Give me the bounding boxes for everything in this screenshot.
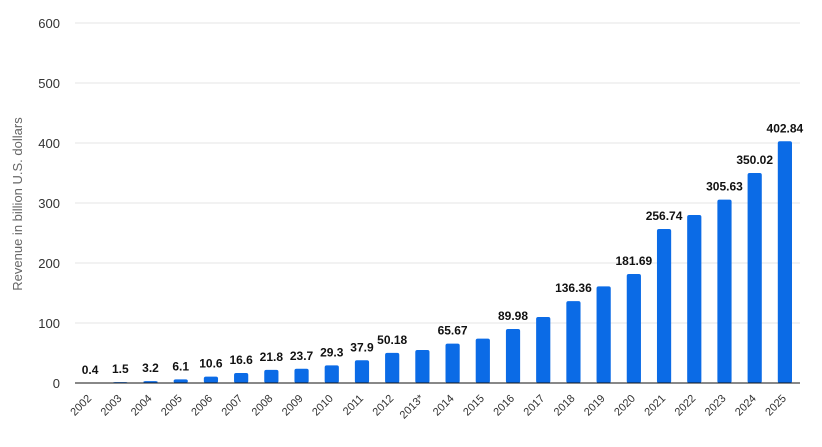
- data-label-2012: 50.18: [377, 333, 407, 347]
- data-label-2010: 29.3: [320, 345, 344, 359]
- bar-2007: [234, 373, 249, 383]
- x-tick-label: 2002: [68, 393, 94, 419]
- x-tick-label: 2011: [341, 393, 366, 418]
- data-label-2025: 402.84: [767, 121, 804, 135]
- bar-2017: [536, 317, 551, 383]
- x-tick-label: 2008: [250, 393, 276, 419]
- data-label-2014: 65.67: [438, 324, 468, 338]
- bar-2018: [566, 301, 581, 383]
- y-tick-label: 0: [53, 376, 60, 391]
- x-tick-label: 2024: [733, 393, 759, 419]
- bar-2008: [264, 369, 279, 383]
- x-tick-label: 2010: [310, 393, 336, 419]
- x-tick-label: 2017: [522, 393, 548, 419]
- bar-2024: [747, 172, 762, 383]
- x-tick-label: 2015: [461, 393, 487, 419]
- x-tick-label: 2007: [219, 393, 245, 419]
- y-axis-label: Revenue in billion U.S. dollars: [10, 117, 25, 291]
- bar-2025: [777, 141, 792, 383]
- data-label-2020: 181.69: [616, 254, 653, 268]
- y-tick-label: 200: [38, 256, 60, 271]
- data-label-2023: 305.63: [706, 180, 743, 194]
- bar-2005: [173, 379, 188, 383]
- y-axis-ticks: 0 100 200 300 400 500 600: [38, 16, 60, 391]
- bar-2014: [445, 343, 460, 383]
- bar-2009: [294, 368, 309, 383]
- x-tick-label: 2023: [703, 393, 729, 419]
- data-label-2006: 10.6: [199, 357, 223, 371]
- data-label-2004: 3.2: [142, 361, 159, 375]
- x-tick-label: 2019: [582, 393, 608, 419]
- x-tick-label: 2003: [99, 393, 125, 419]
- x-tick-label: 2022: [673, 393, 699, 419]
- y-tick-label: 600: [38, 16, 60, 31]
- data-label-2011: 37.9: [350, 340, 374, 354]
- data-label-2008: 21.8: [260, 350, 284, 364]
- y-tick-label: 400: [38, 136, 60, 151]
- data-labels: 0.4 1.5 3.2 6.1 10.6 16.6 21.8 23.7 29.3 37.950.1…: [82, 121, 804, 376]
- bar-2019: [596, 286, 611, 383]
- data-label-2003: 1.5: [112, 362, 129, 376]
- bar-2013*: [415, 350, 430, 383]
- data-label-2007: 16.6: [229, 353, 253, 367]
- x-tick-label: 2014: [431, 393, 457, 419]
- x-tick-label: 2009: [280, 393, 306, 419]
- x-tick-label: 2021: [642, 393, 668, 419]
- y-tick-label: 100: [38, 316, 60, 331]
- bar-2021: [656, 228, 672, 383]
- x-axis-ticks: 2002 2003 2004 2005 2006 2007 2008 2009 2010 2011…: [68, 392, 789, 421]
- data-label-2024: 350.02: [736, 153, 773, 167]
- bar-2010: [324, 365, 339, 383]
- bar-2022: [687, 215, 702, 383]
- x-tick-label: 2018: [552, 393, 578, 419]
- x-tick-label: 2025: [763, 393, 789, 419]
- x-tick-label: 2020: [612, 393, 638, 419]
- x-tick-label: 2012: [371, 393, 397, 419]
- bar-2016: [505, 329, 521, 383]
- x-tick-label: 2004: [129, 393, 155, 419]
- bar-2006: [203, 376, 219, 383]
- x-tick-label: 2013*: [398, 392, 427, 421]
- x-tick-label: 2016: [491, 393, 517, 419]
- data-label-2002: 0.4: [82, 363, 99, 377]
- bar-2011: [354, 360, 370, 383]
- y-tick-label: 500: [38, 76, 60, 91]
- grid-lines: [75, 22, 800, 324]
- bar-2023: [717, 199, 732, 383]
- x-tick-label: 2005: [159, 393, 185, 419]
- bars: [83, 141, 792, 384]
- y-tick-label: 300: [38, 196, 60, 211]
- bar-2012: [385, 352, 400, 383]
- bar-2015: [475, 338, 490, 383]
- data-label-2021: 256.74: [646, 209, 683, 223]
- bar-2020: [626, 273, 641, 383]
- data-label-2016: 89.98: [498, 309, 528, 323]
- data-label-2009: 23.7: [290, 349, 314, 363]
- data-label-2018: 136.36: [555, 281, 592, 295]
- data-label-2005: 6.1: [172, 359, 189, 373]
- x-tick-label: 2006: [189, 393, 215, 419]
